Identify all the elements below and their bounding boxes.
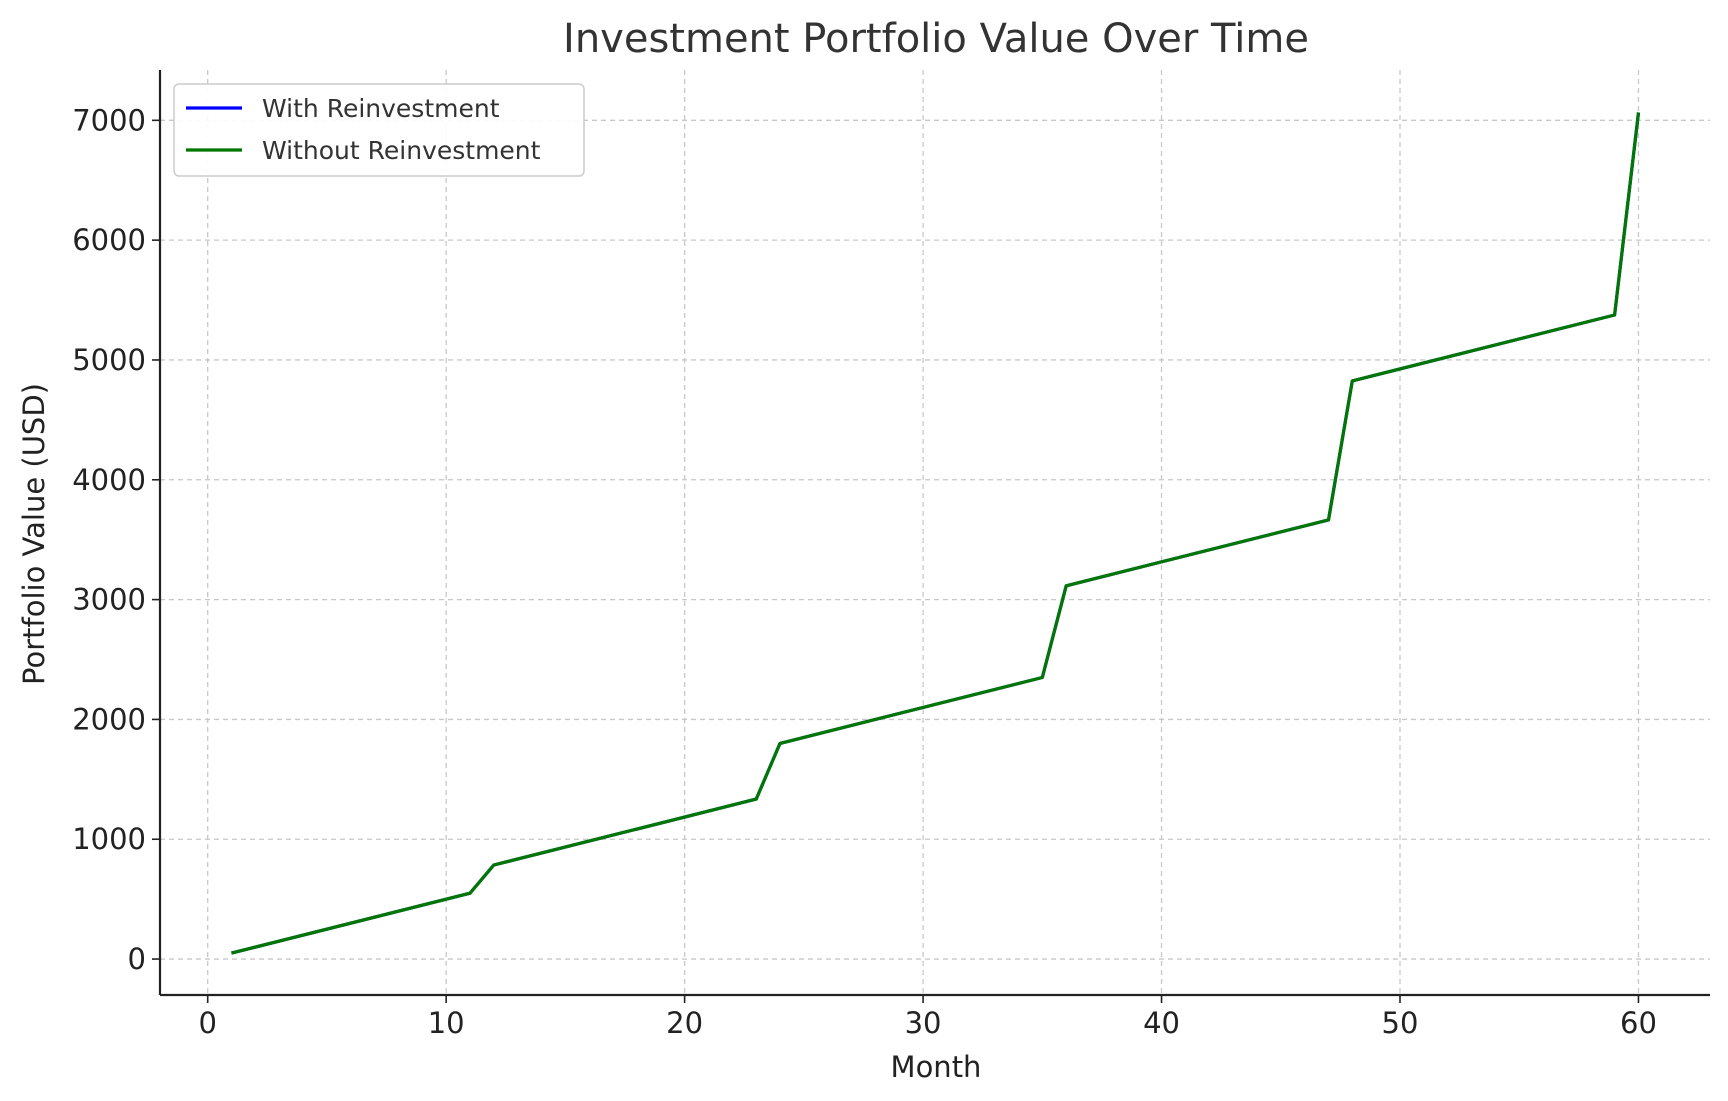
x-tick-label: 60 <box>1620 1006 1657 1040</box>
y-tick-label: 7000 <box>72 103 146 137</box>
x-tick-label: 30 <box>905 1006 942 1040</box>
x-tick-label: 50 <box>1382 1006 1419 1040</box>
axes <box>158 70 1710 997</box>
x-tick-label: 10 <box>428 1006 465 1040</box>
legend-box <box>173 83 585 177</box>
y-tick-label: 3000 <box>72 583 146 617</box>
legend: With Reinvestment Without Reinvestment <box>173 83 585 177</box>
y-tick-label: 1000 <box>72 822 146 856</box>
x-tick-label: 0 <box>198 1006 216 1040</box>
y-tick-label: 6000 <box>72 223 146 257</box>
y-axis-label: Portfolio Value (USD) <box>17 383 51 685</box>
grid-lines <box>160 70 1710 995</box>
y-tick-label: 5000 <box>72 343 146 377</box>
legend-label-1: Without Reinvestment <box>262 136 541 165</box>
legend-label-0: With Reinvestment <box>262 94 500 123</box>
tick-labels: 0 10 20 30 40 50 60 0 1000 2000 3000 4000 5000 6000 70… <box>72 103 1657 1040</box>
x-tick-label: 40 <box>1143 1006 1180 1040</box>
series-lines <box>231 112 1641 955</box>
x-axis-label: Month <box>891 1050 982 1084</box>
chart-title: Investment Portfolio Value Over Time <box>563 16 1309 62</box>
x-tick-label: 20 <box>666 1006 703 1040</box>
y-tick-label: 0 <box>128 942 146 976</box>
series-line-1 <box>231 112 1641 955</box>
series-line-0 <box>231 112 1641 955</box>
y-tick-label: 2000 <box>72 702 146 736</box>
y-tick-label: 4000 <box>72 463 146 497</box>
